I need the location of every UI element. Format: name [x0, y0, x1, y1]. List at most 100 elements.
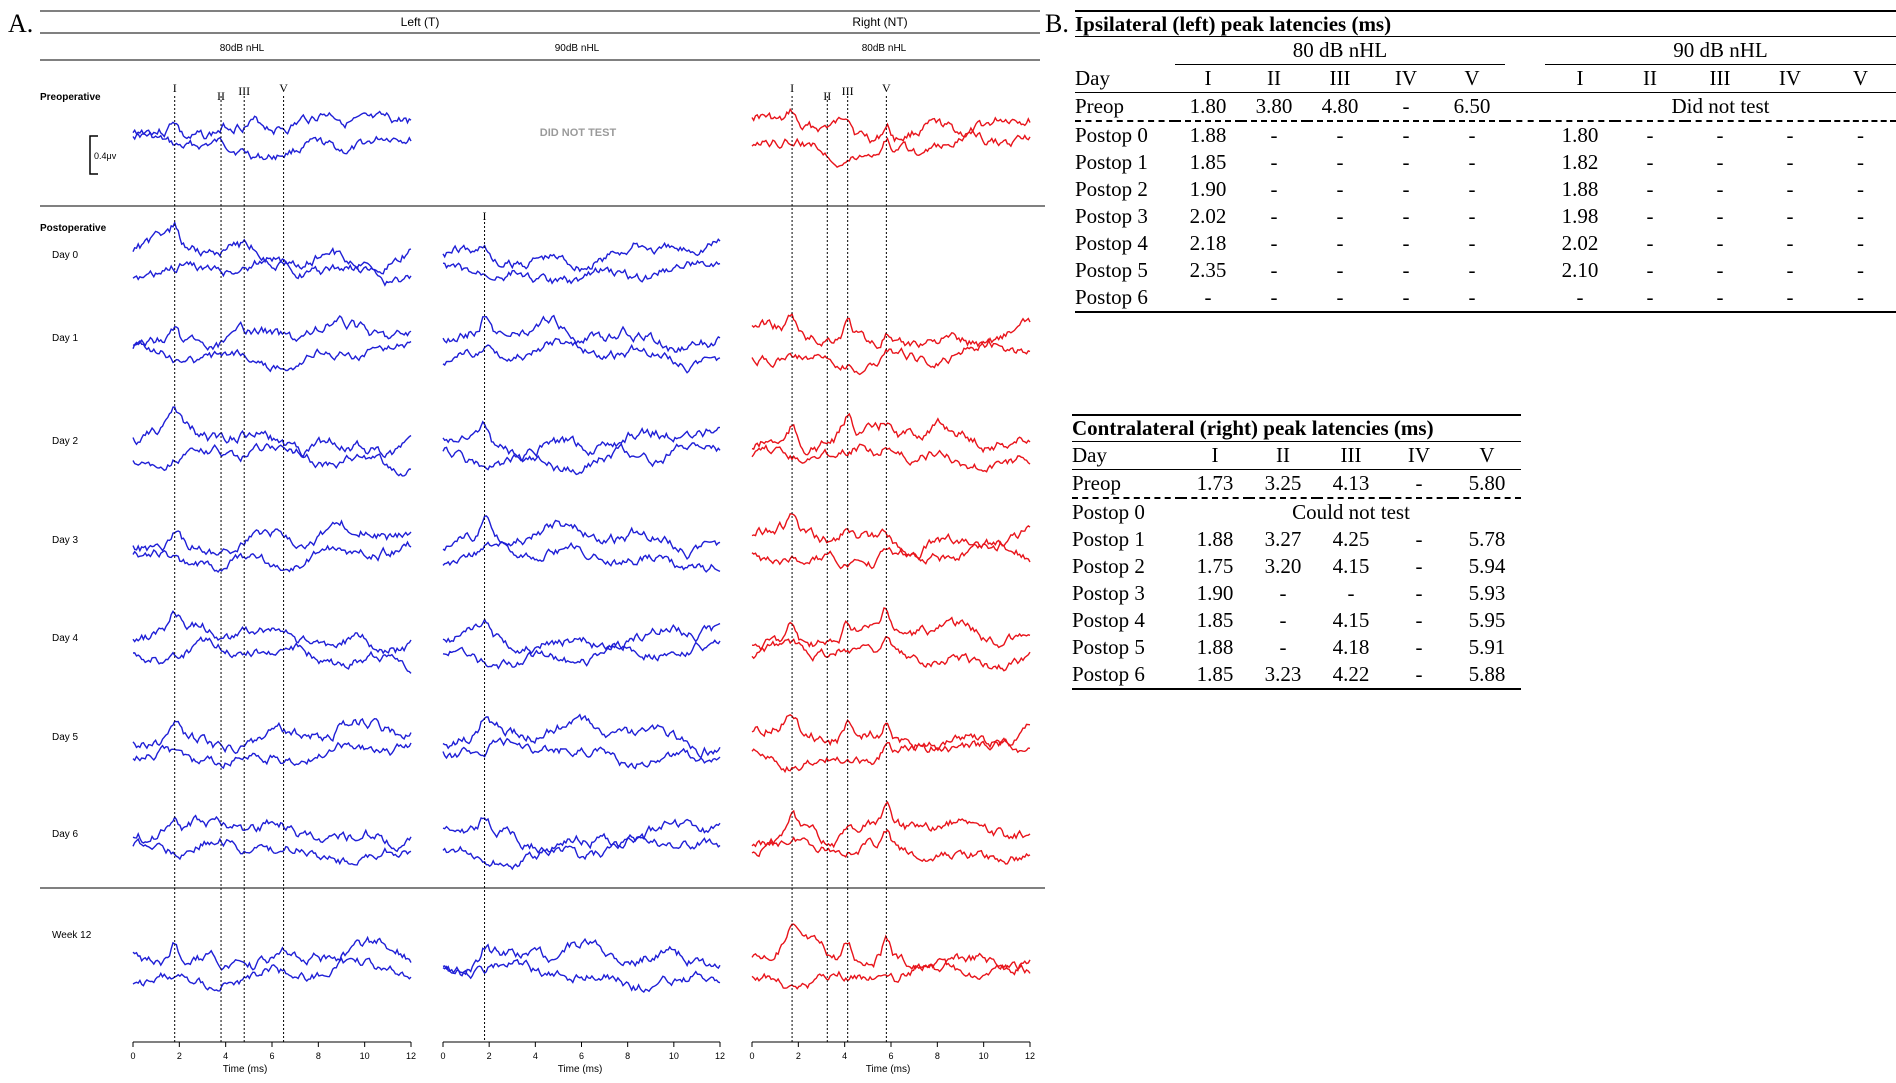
waveform-trace: [442, 958, 721, 993]
waveform-trace: [751, 713, 1031, 753]
ipsi-wave-80: IV: [1394, 66, 1418, 90]
cell: -: [1270, 123, 1278, 147]
cell: -: [1786, 123, 1794, 147]
waveform-trace: [132, 406, 412, 459]
x-tick-label: 8: [625, 1051, 630, 1061]
cell: -: [1646, 123, 1654, 147]
ipsi-wave-90: IV: [1778, 66, 1802, 90]
col-90-left: 90dB nHL: [555, 43, 600, 54]
cell: -: [1576, 285, 1584, 309]
row-label: Postop 1: [1075, 150, 1148, 174]
x-tick-label: 8: [935, 1051, 940, 1061]
table-row: Postop 5 2.35 - - - - 2.10 - - - -: [1075, 257, 1896, 284]
cell: -: [1336, 177, 1344, 201]
row-label: Preop: [1075, 94, 1124, 118]
cell: 1.85: [1196, 662, 1234, 686]
x-tick-label: 12: [715, 1051, 725, 1061]
could-not-test-cell: Could not test: [1292, 500, 1410, 524]
x-axis-label-90: Time (ms): [558, 1064, 603, 1075]
cell: -: [1279, 635, 1287, 659]
x-tick-label: 0: [749, 1051, 754, 1061]
cell: -: [1786, 231, 1794, 255]
day-label: Day 5: [52, 732, 79, 743]
waveform-trace: [751, 538, 1031, 570]
table-row: Postop 6 - - - - - - - - - -: [1075, 284, 1896, 312]
cell: 4.22: [1332, 662, 1370, 686]
cell: 4.13: [1332, 471, 1370, 495]
cell: 3.25: [1264, 471, 1302, 495]
peak-marker-label: V: [882, 81, 891, 95]
cell: -: [1786, 150, 1794, 174]
scale-bar: [89, 135, 98, 175]
contra-wave: III: [1340, 443, 1362, 467]
waveform-trace: [751, 635, 1031, 672]
table-row: Postop 1 1.85 - - - - 1.82 - - - -: [1075, 149, 1896, 176]
cell: 5.80: [1468, 471, 1506, 495]
x-tick-label: 0: [130, 1051, 135, 1061]
cell: -: [1415, 608, 1423, 632]
cell: -: [1270, 285, 1278, 309]
cell: -: [1468, 150, 1476, 174]
cell: 2.02: [1561, 231, 1599, 255]
peak-marker-label: I: [790, 81, 794, 95]
cell: -: [1716, 258, 1724, 282]
cell: 3.27: [1264, 527, 1302, 551]
table-row: Postop 2 1.75 3.20 4.15 - 5.94: [1072, 553, 1521, 580]
cell: -: [1270, 258, 1278, 282]
waveform-trace: [751, 337, 1031, 376]
row-label: Postop 3: [1075, 204, 1148, 228]
x-tick-label: 2: [487, 1051, 492, 1061]
x-tick-label: 10: [669, 1051, 679, 1061]
cell: 6.50: [1453, 94, 1491, 118]
cell: 1.90: [1196, 581, 1234, 605]
cell: -: [1270, 231, 1278, 255]
ipsilateral-table: Ipsilateral (left) peak latencies (ms) 8…: [1075, 10, 1896, 313]
cell: 4.15: [1332, 608, 1370, 632]
cell: -: [1857, 204, 1864, 228]
row-label: Postop 3: [1072, 581, 1145, 605]
x-tick-label: 6: [269, 1051, 274, 1061]
waveform-trace: [442, 937, 721, 976]
cell: -: [1786, 258, 1794, 282]
cell: 1.88: [1196, 527, 1234, 551]
cell: -: [1415, 635, 1423, 659]
waveform-trace: [132, 339, 412, 373]
contra-wave: V: [1479, 443, 1495, 467]
row-label: Postop 2: [1075, 177, 1148, 201]
x-tick-label: 2: [177, 1051, 182, 1061]
waveform-trace: [751, 923, 1031, 976]
waveform-trace: [132, 540, 412, 574]
header-left: Left (T): [401, 15, 440, 29]
cell: -: [1415, 581, 1423, 605]
cell: -: [1279, 581, 1287, 605]
cell: -: [1402, 285, 1410, 309]
waveform-trace: [442, 420, 721, 462]
cell: 1.88: [1189, 123, 1227, 147]
contra-title: Contralateral (right) peak latencies (ms…: [1072, 416, 1434, 440]
row-label: Postop 4: [1075, 231, 1148, 255]
contra-wave: II: [1276, 443, 1290, 467]
waveform-trace: [442, 259, 721, 285]
ipsi-day-header: Day: [1075, 65, 1110, 90]
cell: -: [1857, 123, 1864, 147]
cell: -: [1402, 150, 1410, 174]
ipsi-wave-80: III: [1329, 66, 1351, 90]
waveform-trace: [132, 610, 412, 655]
ipsi-wave-80: II: [1267, 66, 1281, 90]
cell: 4.18: [1332, 635, 1370, 659]
cell: -: [1468, 231, 1476, 255]
waveform-trace: [442, 541, 721, 573]
waveform-trace: [442, 337, 721, 374]
waveform-trace: [442, 314, 721, 353]
waveform-trace: [442, 515, 721, 561]
week12-label: Week 12: [52, 930, 92, 941]
day-label: Day 3: [52, 535, 79, 546]
contra-day-header: Day: [1072, 443, 1107, 467]
cell: -: [1402, 123, 1410, 147]
waveform-trace: [442, 817, 721, 857]
cell: -: [1270, 177, 1278, 201]
peak-marker-label: V: [279, 81, 288, 95]
x-axis-label-left80: Time (ms): [223, 1064, 268, 1075]
waveform-trace: [132, 935, 412, 971]
x-tick-label: 4: [223, 1051, 228, 1061]
